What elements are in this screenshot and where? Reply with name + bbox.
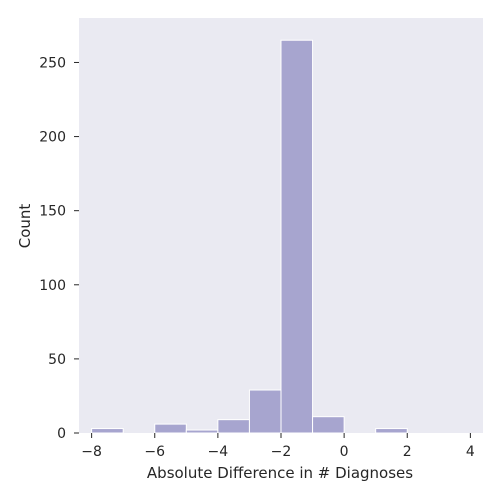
x-tick-label: −2 — [271, 444, 292, 460]
histogram-bar-5 — [248, 389, 282, 434]
y-tick-label: 50 — [48, 352, 66, 368]
y-axis-label: Count — [16, 204, 34, 249]
histogram-bar-6 — [280, 39, 314, 434]
bars-group — [91, 39, 408, 434]
y-tick-label: 100 — [39, 278, 66, 294]
y-ticks-group: 0 50 100 150 200 250 — [39, 55, 79, 442]
x-tick-label: 4 — [466, 444, 475, 460]
x-tick-label: −8 — [81, 444, 102, 460]
histogram-bar-2 — [154, 423, 187, 434]
y-tick-label: 0 — [57, 426, 66, 442]
y-tick-label: 200 — [39, 130, 66, 146]
x-axis-label: Absolute Difference in # Diagnoses — [147, 464, 413, 482]
histogram-bar-4 — [217, 419, 250, 434]
histogram-bar-0 — [91, 428, 124, 434]
histogram-bar-9 — [375, 428, 408, 434]
y-tick-label: 150 — [39, 204, 66, 220]
histogram-bar-7 — [312, 416, 345, 434]
x-tick-label: −6 — [144, 444, 165, 460]
y-tick-label: 250 — [39, 55, 66, 71]
x-tick-label: 0 — [340, 444, 349, 460]
histogram-bar-3 — [185, 429, 219, 434]
x-tick-label: −4 — [208, 444, 229, 460]
x-tick-label: 2 — [403, 444, 412, 460]
x-ticks-group: −8 −6 −4 −2 0 2 4 — [81, 433, 475, 460]
